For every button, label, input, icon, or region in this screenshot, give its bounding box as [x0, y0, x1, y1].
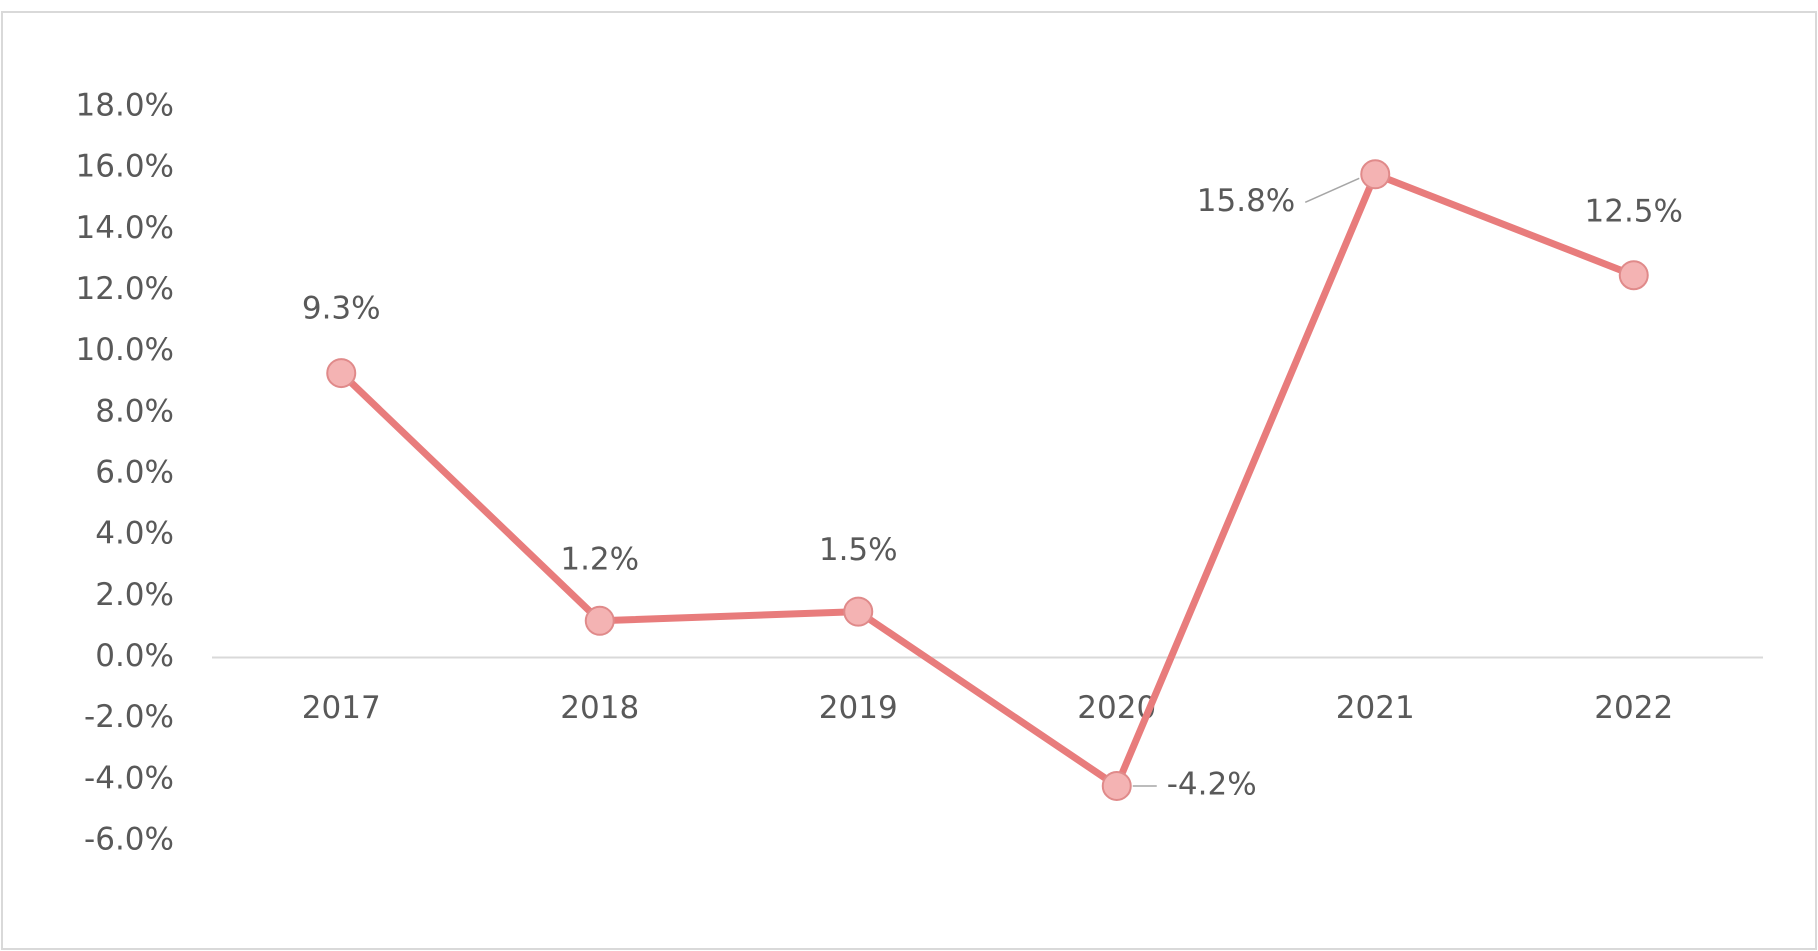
y-tick-label: 12.0% — [76, 271, 174, 307]
y-tick-label: 6.0% — [95, 455, 174, 491]
label-leader — [1304, 177, 1360, 203]
x-tick-label: 2019 — [819, 690, 898, 726]
y-tick-label: 4.0% — [95, 516, 174, 552]
y-tick-label: 8.0% — [95, 393, 174, 429]
y-tick-label: 2.0% — [95, 577, 174, 613]
data-label: 12.5% — [1585, 194, 1683, 230]
y-tick-label: 0.0% — [95, 638, 174, 674]
data-label: 1.5% — [819, 532, 898, 568]
x-tick-label: 2018 — [560, 690, 639, 726]
x-tick-label: 2017 — [302, 690, 381, 726]
y-tick-label: -6.0% — [84, 822, 174, 858]
data-label: -4.2% — [1167, 766, 1257, 802]
chart-frame — [1, 11, 1817, 950]
data-label: 1.2% — [560, 541, 639, 577]
data-point — [584, 605, 615, 636]
x-tick-label: 2021 — [1336, 690, 1415, 726]
data-point — [1101, 770, 1132, 801]
data-point — [843, 596, 874, 627]
y-tick-label: -2.0% — [84, 699, 174, 735]
data-point — [1360, 159, 1391, 190]
y-tick-label: -4.0% — [84, 760, 174, 796]
series-line — [338, 170, 1636, 790]
data-point — [1618, 260, 1649, 291]
data-point — [326, 358, 357, 389]
y-tick-label: 18.0% — [76, 88, 174, 124]
y-tick-label: 16.0% — [76, 149, 174, 185]
y-tick-label: 14.0% — [76, 210, 174, 246]
y-tick-label: 10.0% — [76, 332, 174, 368]
x-tick-label: 2022 — [1594, 690, 1673, 726]
data-label: 9.3% — [302, 291, 381, 327]
data-label: 15.8% — [1197, 183, 1295, 219]
